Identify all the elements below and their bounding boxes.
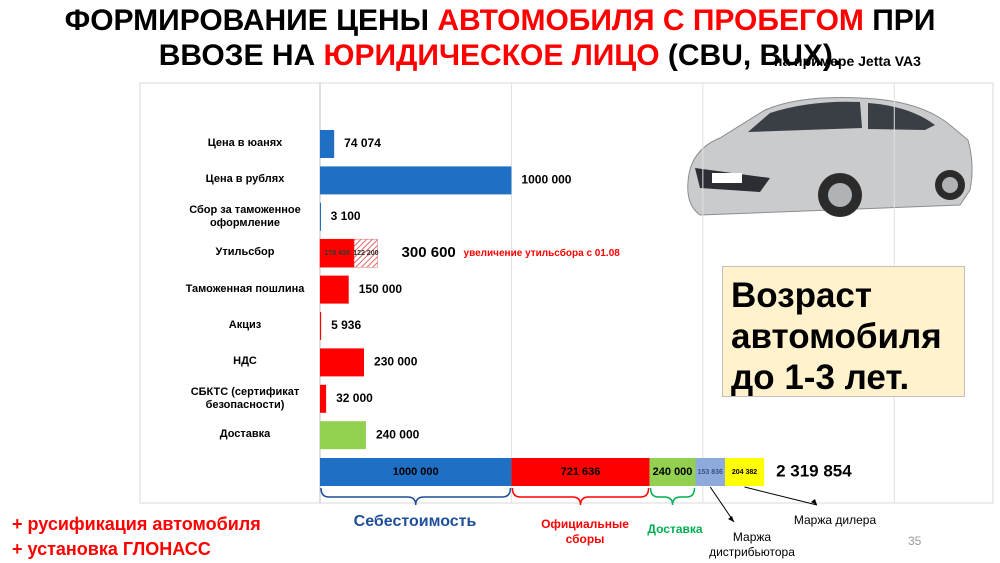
category-label: Доставка [219,428,271,441]
brace [649,487,696,506]
segment-label: 240 000 [653,466,693,478]
title-part: ПРИ [863,4,936,37]
title-part: ВВОЗЕ НА [158,39,324,72]
total-segment [695,458,725,486]
value-label: 1000 000 [521,173,571,187]
category-label: Утильсбор [215,246,275,259]
bar [320,312,322,340]
arrow-head [811,499,817,505]
value-label: 240 000 [376,427,420,441]
page-number: 35 [908,534,922,548]
category-label: Акциз [228,319,262,331]
subtitle: на примере Jetta VA3 [774,53,921,69]
title-part: АВТОМОБИЛЯ С ПРОБЕГОМ [437,4,864,37]
title-part: ЮРИДИЧЕСКОЕ ЛИЦО [323,39,660,72]
car [687,97,973,217]
group-label: Доставка [647,522,703,536]
category-label: Сбор за таможенное оформление [189,203,301,229]
value-label: 300 600 [402,244,456,261]
bar [320,202,321,231]
value-label: 74 074 [344,136,381,150]
chart-frame [139,82,994,504]
total-segment [511,458,650,486]
annotation: увеличение утильсбора с 01.08 [464,247,621,259]
segment-label: 721 636 [561,466,601,478]
brace [511,487,650,506]
value-label: 230 000 [374,355,418,369]
bar [320,166,512,195]
category-label: Таможенная пошлина [185,282,305,295]
title-line: ФОРМИРОВАНИЕ ЦЕНЫ АВТОМОБИЛЯ С ПРОБЕГОМ … [0,4,1000,38]
total-label: 2 319 854 [776,461,852,480]
total-segment [649,458,696,486]
title-part: ФОРМИРОВАНИЕ ЦЕНЫ [64,4,438,37]
value-label: 32 000 [336,391,373,405]
segment-label: 204 382 [732,469,757,476]
group-label: Маржа дистрибьютора [709,530,795,559]
callout: Возраст автомобиля до 1-3 лет. [722,266,965,397]
bar [320,421,366,450]
arrow [709,486,735,523]
bar [320,130,335,158]
arrow [744,486,818,506]
bar-segment [353,238,378,268]
bar [320,275,349,304]
note: + установка ГЛОНАСС [12,539,211,559]
bar-segment [319,238,355,268]
title-line: ВВОЗЕ НА ЮРИДИЧЕСКОЕ ЛИЦО (CBU, BUX). [0,39,1000,73]
value-label: 5 936 [331,318,361,332]
value-label: 150 000 [359,282,403,296]
category-label: СБКТС (сертификат безопасности) [190,385,300,411]
group-label: Себестоимость [353,513,477,530]
note: + русификация автомобиля [12,514,261,534]
brace [320,487,512,506]
arrow-head [728,516,734,522]
total-segment [320,458,512,486]
segment-label: 122 200 [353,250,378,257]
total-segment [724,458,765,486]
segment-label: 153 836 [698,469,723,476]
category-label: Цена в рублях [205,173,285,186]
segment-label: 1000 000 [393,466,439,478]
segment-label: 178 400 [324,250,349,257]
bar [320,384,327,413]
category-label: НДС [233,355,257,368]
bar [320,348,365,377]
title-part: (CBU, BUX). [659,39,842,72]
group-label: Маржа дилера [793,513,877,527]
group-label: Официальные сборы [541,517,629,546]
category-label: Цена в юанях [207,137,283,149]
value-label: 3 100 [331,209,361,223]
